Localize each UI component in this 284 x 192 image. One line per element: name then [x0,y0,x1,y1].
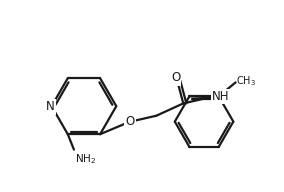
Text: NH: NH [212,90,229,103]
Text: O: O [126,115,135,128]
Text: O: O [171,71,180,84]
Text: NH$_2$: NH$_2$ [76,152,97,166]
Text: CH$_3$: CH$_3$ [236,74,256,88]
Text: N: N [46,100,55,113]
